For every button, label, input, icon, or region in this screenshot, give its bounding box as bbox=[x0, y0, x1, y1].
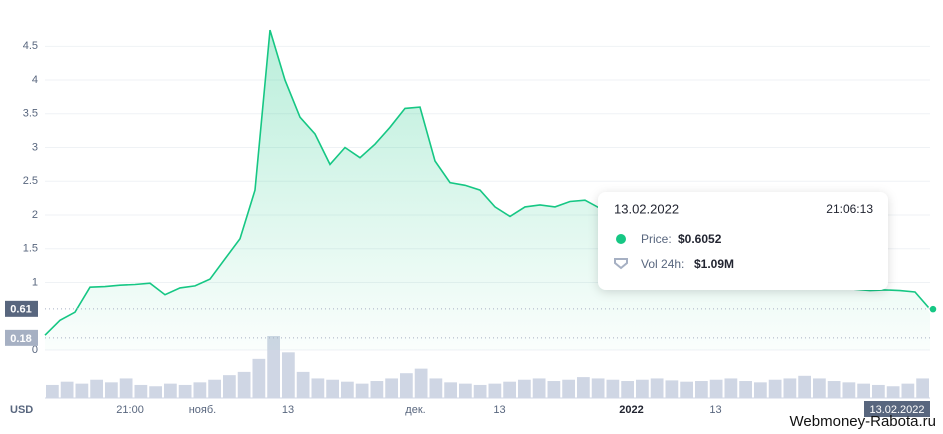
tooltip-price-dot bbox=[616, 234, 626, 244]
tooltip-volume-icon bbox=[614, 258, 628, 270]
volume-bar bbox=[739, 381, 752, 398]
y-tick-label: 3.5 bbox=[23, 108, 38, 120]
volume-bar bbox=[429, 378, 443, 398]
volume-bar bbox=[503, 381, 516, 398]
volume-bar bbox=[857, 383, 870, 398]
volume-bar bbox=[827, 381, 841, 398]
price-area bbox=[45, 30, 930, 350]
volume-bar bbox=[134, 384, 148, 398]
volume-bar bbox=[164, 383, 177, 398]
volume-bar bbox=[547, 381, 561, 398]
y-tick-label: 2.5 bbox=[23, 175, 38, 187]
x-tick-label: 21:00 bbox=[116, 404, 144, 416]
volume-bar bbox=[223, 375, 236, 398]
watermark: Webmoney-Rabota.ru bbox=[790, 413, 936, 430]
price-tag-box bbox=[5, 300, 38, 317]
volume-bar bbox=[709, 379, 723, 398]
volume-bar bbox=[532, 378, 546, 398]
volume-bar bbox=[385, 378, 398, 398]
volume-bar bbox=[798, 375, 811, 398]
volume-bar bbox=[768, 379, 782, 398]
volume-bar bbox=[695, 381, 708, 398]
volume-bar bbox=[606, 379, 620, 398]
volume-bar bbox=[473, 384, 487, 398]
volume-bar bbox=[872, 384, 885, 398]
volume-bar bbox=[296, 371, 310, 398]
tooltip-price: $0.6052 bbox=[678, 232, 722, 246]
volume-bar bbox=[783, 378, 797, 398]
currency-label: USD bbox=[10, 404, 33, 416]
x-tick-label: 13 bbox=[709, 404, 721, 416]
volume-bar bbox=[680, 381, 693, 398]
volume-bar bbox=[355, 383, 369, 398]
volume-bar bbox=[282, 352, 295, 398]
volume-bar bbox=[119, 378, 133, 398]
volume-bar bbox=[90, 379, 103, 398]
y-tick-label: 4.5 bbox=[23, 40, 38, 52]
date-tag: 13.02.2022 bbox=[869, 404, 924, 416]
volume-bar bbox=[252, 358, 266, 398]
tooltip-time: 21:06:13 bbox=[826, 202, 873, 216]
price-tag-label: 0.61 bbox=[10, 304, 31, 316]
volume-bar bbox=[916, 378, 929, 398]
volume-bar bbox=[886, 386, 900, 398]
tooltip: 13.02.2022 21:06:13 Price: $0.6052 Vol 24h: $… bbox=[598, 192, 888, 290]
volume-bar bbox=[311, 378, 325, 398]
volume-bar bbox=[193, 382, 207, 398]
volume-bar bbox=[650, 378, 664, 398]
x-tick-label: 2022 bbox=[619, 404, 643, 416]
volume-bar bbox=[577, 377, 590, 398]
volume-bar bbox=[370, 381, 384, 398]
volume-bar bbox=[414, 368, 428, 398]
tooltip-price-label: Price: bbox=[641, 232, 672, 246]
price-tag-label: 0.18 bbox=[10, 333, 31, 345]
volume-bar bbox=[60, 381, 74, 398]
volume-bar bbox=[621, 381, 634, 398]
volume-bar bbox=[267, 336, 280, 398]
volume-bar bbox=[326, 379, 339, 398]
volume-bar bbox=[754, 382, 767, 398]
tooltip-box bbox=[598, 192, 888, 290]
tooltip-volume-label: Vol 24h: bbox=[641, 257, 684, 271]
volume-bar bbox=[591, 378, 605, 398]
date-tag-box bbox=[864, 401, 930, 417]
y-tick-label: 1 bbox=[32, 276, 38, 288]
volume-bar bbox=[459, 383, 472, 398]
x-tick-label: 13 bbox=[282, 404, 294, 416]
volume-bar bbox=[842, 382, 856, 398]
volume-bar bbox=[46, 384, 59, 398]
volume-bar bbox=[562, 379, 575, 398]
volume-bar bbox=[208, 379, 221, 398]
volume-bar bbox=[149, 386, 162, 398]
volume-bar bbox=[813, 378, 826, 398]
volume-bar bbox=[636, 379, 649, 398]
price-tag-box bbox=[5, 329, 38, 346]
x-tick-label: дек. bbox=[405, 404, 425, 416]
volume-bar bbox=[341, 381, 354, 398]
tooltip-date: 13.02.2022 bbox=[614, 201, 679, 216]
volume-bar bbox=[178, 384, 192, 398]
y-tick-label: 0 bbox=[32, 344, 38, 356]
x-tick-label: нояб. bbox=[189, 404, 217, 416]
x-tick-label: 13 bbox=[493, 404, 505, 416]
y-tick-label: 1.5 bbox=[23, 243, 38, 255]
y-tick-label: 3 bbox=[32, 141, 38, 153]
volume-bar bbox=[75, 383, 89, 398]
y-tick-label: 4 bbox=[32, 74, 38, 86]
volume-bar bbox=[518, 379, 531, 398]
tooltip-volume: $1.09M bbox=[694, 257, 734, 271]
volume-bar bbox=[444, 382, 457, 398]
volume-bar bbox=[400, 373, 413, 398]
volume-bar bbox=[724, 378, 738, 398]
volume-bar bbox=[237, 371, 251, 398]
volume-bar bbox=[105, 382, 118, 398]
volume-bar bbox=[488, 383, 502, 398]
volume-bar bbox=[665, 380, 679, 398]
volume-bar bbox=[901, 383, 915, 398]
last-point bbox=[928, 304, 938, 314]
y-tick-label: 2 bbox=[32, 209, 38, 221]
